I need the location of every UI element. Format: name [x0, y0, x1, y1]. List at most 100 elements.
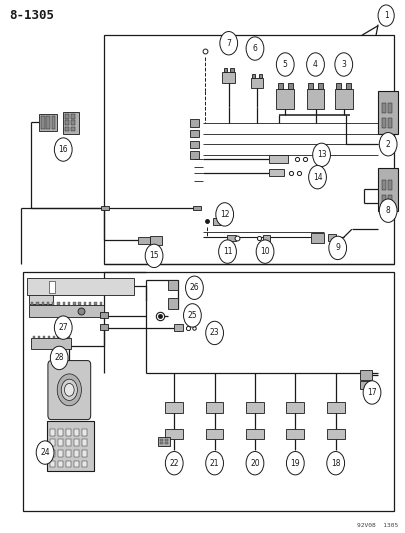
Text: 8: 8 [386, 206, 390, 215]
Bar [74, 439, 79, 446]
Circle shape [335, 53, 353, 76]
Circle shape [256, 240, 274, 263]
Bar [227, 235, 236, 241]
Bar [31, 338, 71, 349]
Bar [150, 236, 162, 245]
Bar [46, 116, 50, 129]
Text: 12: 12 [220, 210, 230, 219]
Text: 19: 19 [290, 459, 300, 467]
Bar [27, 498, 28, 499]
Bar [288, 83, 292, 90]
Circle shape [220, 31, 238, 55]
Bar [164, 439, 168, 441]
Bar [278, 83, 283, 90]
Bar [388, 180, 392, 190]
Bar [138, 237, 150, 244]
Circle shape [185, 276, 203, 300]
Text: 9: 9 [335, 244, 340, 253]
FancyBboxPatch shape [48, 361, 91, 419]
Text: 25: 25 [188, 311, 197, 320]
Circle shape [309, 165, 326, 189]
Bar [82, 439, 87, 446]
Circle shape [246, 37, 264, 60]
Circle shape [327, 451, 345, 475]
Circle shape [64, 383, 74, 396]
Bar [29, 305, 104, 317]
Bar [62, 336, 65, 338]
Bar [382, 118, 386, 128]
Circle shape [57, 374, 81, 406]
Circle shape [61, 379, 77, 400]
Bar [66, 450, 71, 457]
Bar [43, 336, 45, 338]
Bar [38, 336, 40, 338]
Bar [246, 429, 264, 439]
Text: 6: 6 [253, 44, 258, 53]
Bar [50, 429, 55, 435]
Bar [252, 74, 256, 78]
Bar [58, 439, 63, 446]
Text: 11: 11 [223, 247, 232, 256]
Text: 10: 10 [260, 247, 270, 256]
Bar [337, 83, 341, 90]
Bar [70, 127, 75, 132]
Bar [70, 120, 75, 125]
Bar [50, 450, 55, 457]
Bar [48, 336, 50, 338]
Text: 28: 28 [54, 353, 64, 362]
Bar [74, 450, 79, 457]
Bar [23, 272, 394, 511]
Bar [307, 90, 324, 109]
Bar [286, 429, 304, 439]
Bar [82, 450, 87, 457]
Circle shape [276, 53, 294, 76]
Bar [308, 83, 313, 90]
Circle shape [54, 138, 72, 161]
Text: 14: 14 [313, 173, 322, 182]
Text: 18: 18 [331, 459, 341, 467]
Bar [33, 336, 35, 338]
Bar [206, 402, 224, 413]
Bar [31, 302, 33, 305]
Bar [251, 78, 263, 88]
Bar [224, 68, 227, 72]
Text: 3: 3 [341, 60, 346, 69]
Bar [346, 83, 351, 90]
Bar [100, 312, 108, 318]
Bar [382, 195, 386, 205]
Text: 27: 27 [58, 323, 68, 332]
Bar [388, 195, 392, 205]
Bar [269, 169, 284, 176]
Bar [82, 461, 87, 467]
Circle shape [313, 143, 330, 166]
Bar [382, 180, 386, 190]
Bar [47, 421, 94, 471]
Bar [327, 429, 345, 439]
Bar [382, 103, 386, 114]
Circle shape [206, 451, 224, 475]
Circle shape [379, 133, 397, 156]
Bar [50, 439, 55, 446]
Bar [36, 302, 38, 305]
Bar [68, 302, 70, 305]
Bar [39, 114, 57, 131]
Circle shape [378, 5, 394, 26]
Bar [311, 233, 324, 243]
Bar [58, 302, 60, 305]
Bar [269, 155, 288, 163]
Bar [158, 437, 170, 446]
Circle shape [363, 381, 381, 404]
Bar [378, 168, 398, 211]
Circle shape [286, 451, 304, 475]
Text: 92V08  1305: 92V08 1305 [357, 523, 398, 528]
Bar [213, 217, 222, 225]
Bar [360, 381, 372, 389]
Bar [65, 114, 69, 119]
Circle shape [183, 304, 201, 327]
Text: 26: 26 [190, 283, 199, 292]
Bar [168, 280, 178, 290]
Bar [53, 336, 55, 338]
Text: 17: 17 [367, 388, 377, 397]
Bar [246, 402, 264, 413]
Text: 1: 1 [384, 11, 388, 20]
